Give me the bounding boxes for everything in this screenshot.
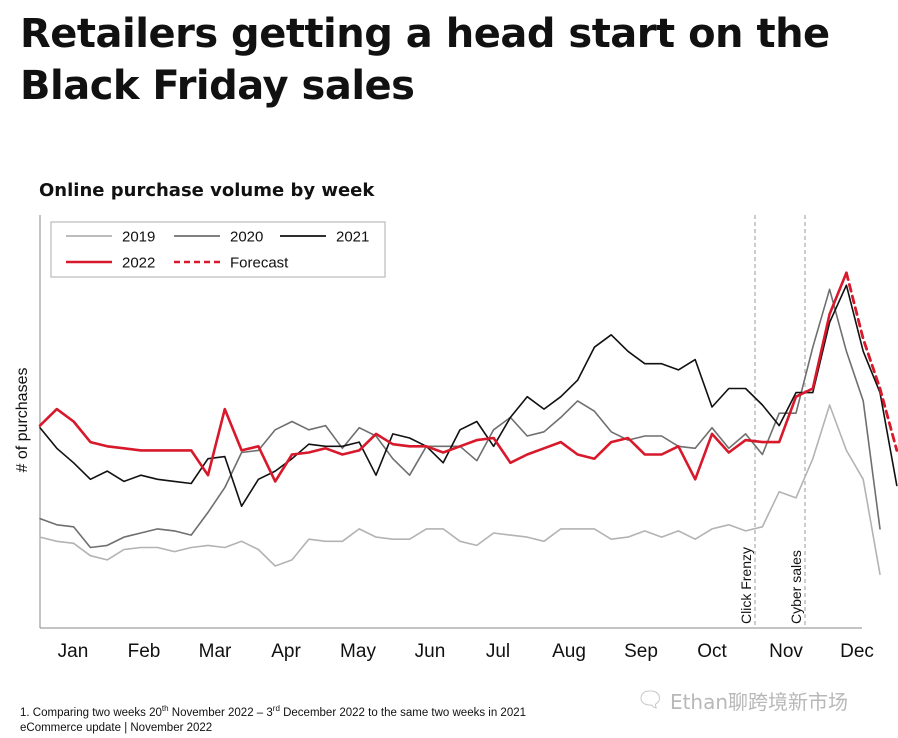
chart-series	[38, 271, 898, 576]
x-tick-label: Mar	[199, 641, 232, 662]
x-tick-label: May	[340, 641, 376, 662]
legend-label: 2021	[336, 229, 369, 246]
legend-box	[50, 221, 386, 278]
x-tick-label: Jan	[58, 641, 89, 662]
x-tick-label: Dec	[840, 641, 874, 662]
x-axis-ticks: Jan Feb Mar Apr May Jun Jul Aug Sep Oct Nov Dec	[58, 641, 874, 662]
y-axis-label: # of purchases	[14, 368, 31, 473]
x-tick-label: Sep	[624, 641, 658, 662]
x-tick-label: Aug	[552, 641, 586, 662]
legend-label: 2020	[230, 229, 263, 246]
page-title: Retailers getting a head start on the Bl…	[20, 11, 830, 109]
chart-axes	[39, 215, 862, 629]
y-axis-label-group: # of purchases	[14, 368, 31, 473]
series-line-2020	[39, 288, 881, 549]
legend-label: 2022	[122, 255, 155, 272]
chart-annotations: Click Frenzy Cyber sales	[738, 215, 806, 628]
series-line-2019	[39, 404, 881, 576]
x-tick-label: Jul	[486, 641, 510, 662]
x-tick-label: Feb	[128, 641, 161, 662]
series-line-2022	[38, 271, 848, 483]
line-chart: Click Frenzy Cyber sales Jan Feb Mar Apr May J…	[14, 215, 898, 662]
legend-label: 2019	[122, 229, 155, 246]
series-line-2021	[39, 284, 898, 508]
footnote: 1. Comparing two weeks 20th November 202…	[20, 704, 527, 719]
wechat-icon: 🗨	[636, 688, 664, 713]
chart-legend: 2019 2020 2021 2022 Forecast	[50, 221, 386, 278]
x-tick-label: Nov	[769, 641, 803, 662]
chart-subtitle: Online purchase volume by week	[39, 180, 375, 201]
watermark: 🗨 Ethan聊跨境新市场	[636, 686, 848, 715]
x-tick-label: Apr	[271, 641, 301, 662]
annotation-label: Cyber sales	[788, 550, 804, 624]
watermark-text: Ethan聊跨境新市场	[669, 690, 849, 714]
legend-label: Forecast	[230, 255, 289, 272]
annotation-label: Click Frenzy	[738, 547, 754, 624]
series-line-forecast	[845, 271, 898, 452]
x-tick-label: Oct	[697, 641, 727, 662]
source-note: eCommerce update | November 2022	[20, 722, 213, 734]
x-tick-label: Jun	[415, 641, 446, 662]
